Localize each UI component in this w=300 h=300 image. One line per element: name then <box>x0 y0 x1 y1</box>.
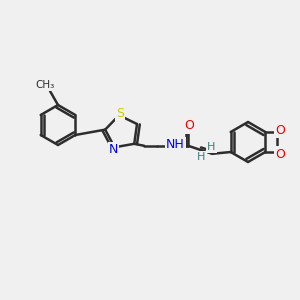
Text: N: N <box>109 143 118 156</box>
Text: O: O <box>184 119 194 132</box>
Text: H: H <box>207 142 215 152</box>
Text: O: O <box>275 124 285 136</box>
Text: O: O <box>275 148 285 160</box>
Text: H: H <box>197 152 206 162</box>
Text: CH₃: CH₃ <box>35 80 55 90</box>
Text: NH: NH <box>166 138 184 151</box>
Text: S: S <box>116 107 124 120</box>
